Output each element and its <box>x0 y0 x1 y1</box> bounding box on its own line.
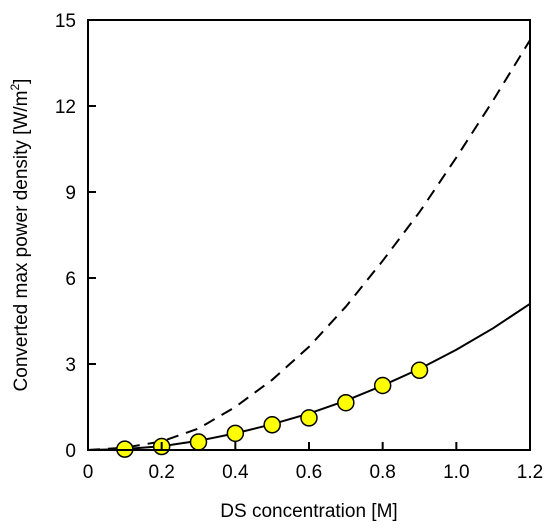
y-axis-title-superscript: 2 <box>8 84 22 91</box>
data-point <box>410 361 429 380</box>
x-tick-label: 0.4 <box>222 462 249 483</box>
x-tick-label: 1.0 <box>443 462 469 483</box>
y-axis-title-main: Converted max power density [W/m <box>11 91 32 392</box>
y-tick-label: 15 <box>55 11 76 32</box>
data-point <box>189 433 208 451</box>
x-axis-title: DS concentration [M] <box>220 501 397 522</box>
solid-curve <box>87 302 531 451</box>
y-tick-label: 0 <box>65 441 76 462</box>
y-tick-label: 9 <box>65 183 76 204</box>
axis-ticks: 0 0.2 0.4 0.6 0.8 1.0 1.2 0 3 6 9 12 15 <box>55 11 543 483</box>
data-point <box>226 424 245 443</box>
x-tick-label: 0.6 <box>296 462 322 483</box>
data-point <box>337 393 355 412</box>
y-axis-title: Converted max power density [W/m2] <box>8 79 32 392</box>
dashed-curve <box>87 39 531 451</box>
x-tick-label: 1.2 <box>517 462 543 483</box>
plot-frame <box>87 19 531 451</box>
data-point <box>263 416 281 434</box>
x-tick-label: 0.2 <box>148 462 174 483</box>
x-tick-label: 0 <box>83 462 94 483</box>
data-point <box>373 376 392 395</box>
x-tick-label: 0.8 <box>369 462 395 483</box>
y-tick-label: 3 <box>65 355 76 376</box>
y-tick-label: 6 <box>65 269 76 290</box>
y-axis-title-end: ] <box>11 79 32 84</box>
y-tick-label: 12 <box>55 97 76 118</box>
data-point <box>300 409 318 427</box>
plot-marks <box>87 39 531 458</box>
